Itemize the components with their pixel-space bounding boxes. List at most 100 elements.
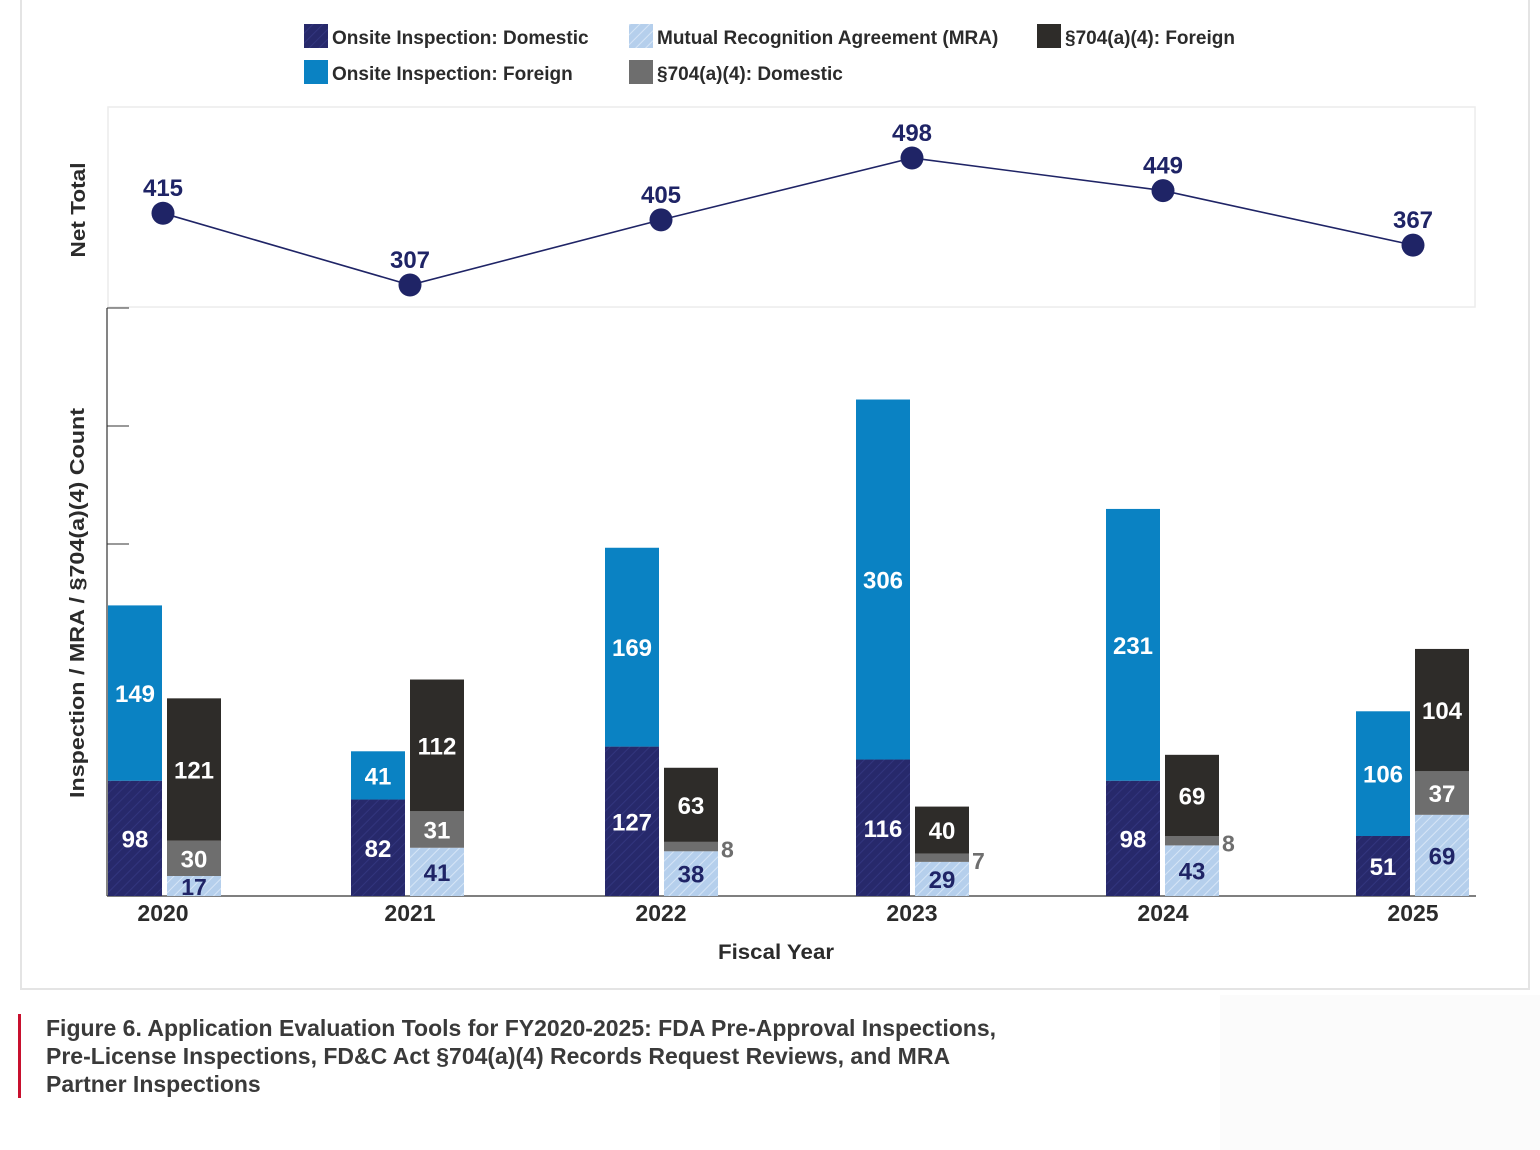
net-total-panel bbox=[107, 106, 1476, 308]
bar-value-label: 38 bbox=[678, 862, 705, 889]
bar-segment bbox=[1415, 648, 1469, 772]
bar-segment bbox=[915, 853, 969, 862]
net-total-value-label: 367 bbox=[1393, 207, 1433, 234]
bar-value-label: 69 bbox=[1429, 843, 1456, 870]
bar-segment bbox=[1415, 814, 1469, 896]
bar-value-label: 149 bbox=[115, 681, 155, 708]
bar-segment bbox=[605, 746, 659, 896]
bar-segment bbox=[915, 806, 969, 854]
net-total-point bbox=[1401, 233, 1425, 257]
bar-value-label: 106 bbox=[1363, 762, 1403, 789]
bar-value-label: 104 bbox=[1422, 698, 1463, 725]
net-total-point bbox=[900, 146, 924, 170]
bar-segment bbox=[605, 547, 659, 747]
bar-value-label: 43 bbox=[1179, 859, 1206, 886]
bar-segment bbox=[1356, 711, 1410, 836]
bar-value-label: 7 bbox=[972, 848, 985, 874]
legend-label: §704(a)(4): Domestic bbox=[657, 64, 843, 85]
bar-value-label: 127 bbox=[612, 809, 652, 836]
x-tick-label: 2023 bbox=[886, 900, 937, 926]
legend-label: Onsite Inspection: Domestic bbox=[332, 28, 589, 49]
bar-value-label: 8 bbox=[721, 837, 734, 863]
bar-value-label: 51 bbox=[1370, 854, 1397, 881]
bar-value-label: 121 bbox=[174, 758, 214, 785]
bar-value-label: 40 bbox=[929, 818, 956, 845]
bar-value-label: 69 bbox=[1179, 783, 1206, 810]
net-total-value-label: 405 bbox=[641, 182, 681, 209]
bar-value-label: 63 bbox=[678, 793, 705, 820]
bar-segment bbox=[1165, 754, 1219, 836]
bar-value-label: 169 bbox=[612, 635, 652, 662]
net-total-point bbox=[398, 273, 422, 297]
x-tick-label: 2024 bbox=[1137, 900, 1188, 926]
net-total-line bbox=[162, 157, 1414, 286]
x-axis-label: Fiscal Year bbox=[718, 941, 834, 964]
legend-swatch bbox=[629, 24, 653, 48]
net-total-line-layer: 415 307 405 498 449 367 bbox=[143, 120, 1433, 297]
bar-value-label: 41 bbox=[365, 763, 392, 790]
net-total-point bbox=[649, 208, 673, 232]
x-tick-label: 2021 bbox=[384, 900, 435, 926]
bar-value-label: 98 bbox=[122, 826, 149, 853]
bar-value-label: 8 bbox=[1222, 831, 1235, 857]
legend-label: Onsite Inspection: Foreign bbox=[332, 64, 573, 85]
bar-segment bbox=[1356, 835, 1410, 896]
bar-segment bbox=[410, 847, 464, 896]
x-tick-label: 2022 bbox=[635, 900, 686, 926]
bar-value-label: 17 bbox=[181, 874, 207, 900]
bar-value-label: 41 bbox=[424, 860, 451, 887]
net-total-value-label: 498 bbox=[892, 120, 932, 147]
legend-swatch bbox=[629, 60, 653, 84]
legend-swatch bbox=[1037, 24, 1061, 48]
net-total-point bbox=[151, 201, 175, 225]
bar-value-label: 31 bbox=[424, 818, 451, 845]
bar-segment bbox=[1106, 780, 1160, 896]
bar-segment bbox=[410, 811, 464, 848]
bar-segment bbox=[1415, 771, 1469, 815]
caption-line-2: Pre-License Inspections, FD&C Act §704(a… bbox=[46, 1043, 951, 1069]
legend-label: Mutual Recognition Agreement (MRA) bbox=[657, 28, 998, 49]
bar-value-label: 30 bbox=[181, 846, 208, 873]
legend-label: §704(a)(4): Foreign bbox=[1065, 28, 1235, 49]
x-tick-labels: 2020 2021 2022 2023 2024 2025 bbox=[137, 900, 1438, 926]
bar-segment bbox=[167, 875, 221, 896]
bar-segment bbox=[915, 861, 969, 896]
net-total-value-label: 415 bbox=[143, 175, 183, 202]
bar-segment bbox=[108, 780, 162, 896]
bar-value-label: 231 bbox=[1113, 633, 1153, 660]
legend-swatch bbox=[304, 60, 328, 84]
bar-segment bbox=[108, 605, 162, 781]
bar-value-label: 98 bbox=[1120, 826, 1147, 853]
bar-segment bbox=[1106, 508, 1160, 781]
legend: Onsite Inspection: Domestic Mutual Recogn… bbox=[304, 24, 1235, 85]
bar-segment bbox=[351, 799, 405, 896]
bar-segment bbox=[167, 840, 221, 876]
bar-segment bbox=[664, 851, 718, 896]
bar-segment bbox=[664, 767, 718, 842]
net-total-value-label: 307 bbox=[390, 247, 430, 274]
bar-segment bbox=[1165, 835, 1219, 846]
x-tick-label: 2020 bbox=[137, 900, 188, 926]
bar-segment bbox=[167, 698, 221, 841]
bar-value-label: 116 bbox=[864, 816, 903, 843]
caption-line-3: Partner Inspections bbox=[46, 1071, 261, 1097]
bar-segment bbox=[410, 679, 464, 812]
caption-line-1: Figure 6. Application Evaluation Tools f… bbox=[46, 1015, 996, 1041]
legend-swatch bbox=[304, 24, 328, 48]
net-total-point bbox=[1151, 179, 1175, 203]
net-total-value-label: 449 bbox=[1143, 153, 1183, 180]
bar-segment bbox=[856, 399, 910, 760]
x-tick-label: 2025 bbox=[1387, 900, 1438, 926]
bar-value-label: 29 bbox=[929, 867, 956, 894]
bar-segment bbox=[856, 759, 910, 896]
bar-value-label: 306 bbox=[863, 568, 903, 595]
bar-segment bbox=[351, 751, 405, 800]
bar-value-label: 112 bbox=[418, 733, 457, 760]
bar-value-label: 37 bbox=[1429, 781, 1456, 808]
bar-segment bbox=[1165, 845, 1219, 896]
count-axis-label: Inspection / MRA / §704(a)(4) Count bbox=[67, 408, 89, 798]
bar-value-label: 82 bbox=[365, 836, 392, 863]
bar-segment bbox=[664, 841, 718, 852]
chart-figure: Onsite Inspection: Domestic Mutual Recogn… bbox=[67, 24, 1476, 964]
